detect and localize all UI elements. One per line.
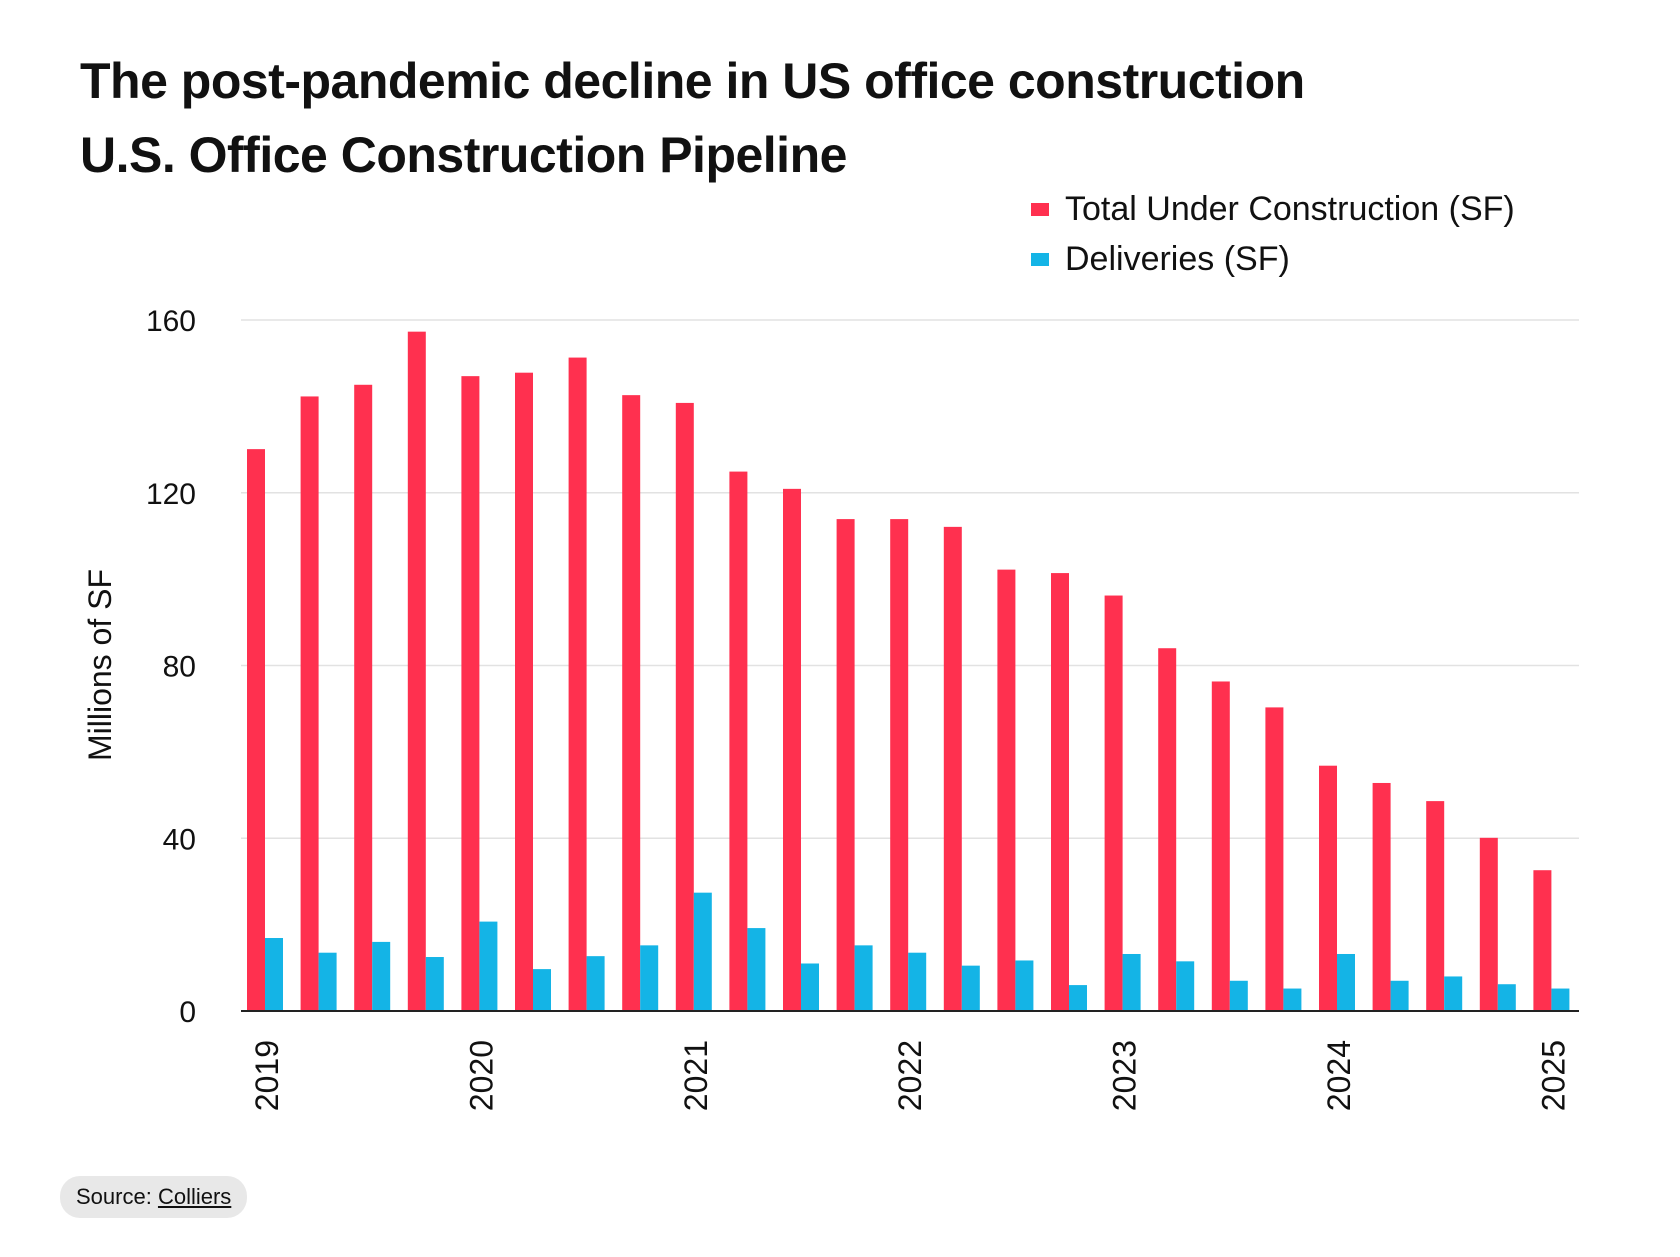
bar-total-under-construction — [568, 357, 587, 1011]
bar-deliveries — [961, 965, 980, 1011]
x-tick-label: 2024 — [1321, 1040, 1357, 1111]
bar-total-under-construction — [1158, 648, 1177, 1011]
bar-total-under-construction — [461, 376, 480, 1011]
legend-swatch-deliveries — [1031, 253, 1049, 266]
bar-total-under-construction — [1104, 595, 1123, 1011]
x-tick-label: 2022 — [892, 1040, 928, 1111]
bar-deliveries — [1069, 985, 1087, 1011]
x-tick-label: 2020 — [463, 1040, 499, 1111]
bar-total-under-construction — [300, 396, 319, 1011]
bar-total-under-construction — [1533, 870, 1552, 1011]
bar-deliveries — [747, 928, 766, 1011]
source-label: Source: — [76, 1184, 152, 1209]
bar-deliveries — [265, 938, 283, 1011]
bar-total-under-construction — [407, 331, 426, 1011]
bar-deliveries — [854, 945, 873, 1011]
bar-deliveries — [372, 941, 391, 1011]
bar-total-under-construction — [1265, 707, 1284, 1011]
x-tick-label: 2021 — [678, 1040, 714, 1111]
legend-label-deliveries: Deliveries (SF) — [1065, 240, 1290, 278]
bar-total-under-construction — [1372, 782, 1391, 1011]
bar-total-under-construction — [836, 519, 855, 1011]
bar-deliveries — [640, 945, 659, 1011]
source-note: Source: Colliers — [60, 1176, 248, 1218]
bar-total-under-construction — [1426, 801, 1445, 1011]
y-tick-label: 40 — [163, 823, 196, 856]
bar-deliveries — [1283, 988, 1302, 1011]
bar-total-under-construction — [729, 471, 748, 1011]
bar-deliveries — [1444, 976, 1463, 1011]
legend-label-total: Total Under Construction (SF) — [1065, 190, 1515, 228]
chart-title: The post-pandemic decline in US office c… — [80, 53, 1305, 109]
bar-deliveries — [1015, 960, 1034, 1011]
bar-total-under-construction — [622, 395, 641, 1011]
bar-total-under-construction — [890, 519, 909, 1011]
bar-deliveries — [1390, 980, 1409, 1011]
x-tick-label: 2025 — [1535, 1040, 1571, 1111]
bar-deliveries — [1229, 980, 1248, 1011]
bar-deliveries — [425, 957, 444, 1011]
chart-subtitle: U.S. Office Construction Pipeline — [80, 127, 847, 183]
bar-total-under-construction — [1319, 765, 1337, 1011]
bar-total-under-construction — [247, 449, 265, 1011]
y-tick-label: 80 — [163, 651, 196, 684]
y-axis-label: Millions of SF — [82, 569, 118, 761]
bar-total-under-construction — [943, 526, 962, 1011]
bar-total-under-construction — [675, 402, 694, 1011]
y-tick-label: 0 — [179, 996, 196, 1029]
bar-total-under-construction — [997, 569, 1016, 1011]
bar-deliveries — [318, 952, 337, 1011]
y-tick-label: 160 — [146, 305, 196, 338]
legend-item-total: Total Under Construction (SF) — [1031, 190, 1515, 229]
bar-deliveries — [1497, 984, 1516, 1011]
bar-deliveries — [533, 969, 551, 1011]
legend-swatch-total — [1031, 203, 1049, 216]
source-link[interactable]: Colliers — [157, 1184, 232, 1209]
bar-deliveries — [1176, 961, 1195, 1011]
bar-deliveries — [801, 963, 819, 1011]
bar-deliveries — [479, 921, 498, 1011]
bar-deliveries — [1122, 953, 1141, 1011]
bar-deliveries — [693, 892, 712, 1011]
legend-item-deliveries: Deliveries (SF) — [1031, 240, 1290, 279]
bar-deliveries — [1551, 988, 1570, 1011]
bar-total-under-construction — [1479, 837, 1498, 1011]
bar-total-under-construction — [354, 384, 373, 1011]
bar-total-under-construction — [515, 372, 533, 1012]
bar-deliveries — [586, 956, 605, 1011]
bar-total-under-construction — [783, 488, 801, 1011]
x-tick-label: 2019 — [249, 1040, 285, 1111]
bar-total-under-construction — [1211, 681, 1230, 1011]
y-tick-label: 120 — [146, 478, 196, 511]
bar-deliveries — [908, 952, 927, 1011]
bar-total-under-construction — [1051, 573, 1069, 1011]
x-tick-label: 2023 — [1107, 1040, 1143, 1111]
bar-deliveries — [1337, 953, 1355, 1011]
